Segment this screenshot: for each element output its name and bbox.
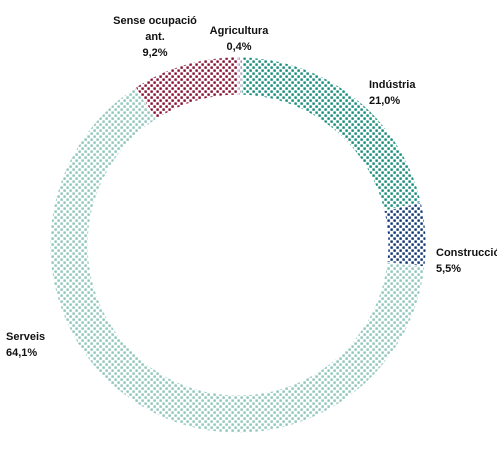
slice-construccio (383, 201, 427, 268)
value-agricultura: 0,4% (226, 41, 251, 53)
value-serveis: 64,1% (6, 347, 37, 359)
slice-sense-ocupacio-ant (134, 56, 239, 120)
label-sense-ocupacio-ant-line-2: ant. (145, 31, 165, 43)
value-construccio: 5,5% (436, 263, 461, 275)
value-sense-ocupacio-ant: 9,2% (142, 47, 167, 59)
label-agricultura: Agricultura (210, 25, 270, 37)
value-industria: 21,0% (369, 95, 400, 107)
slice-labels: Agricultura 0,4% Indústria 21,0% Construcció… (6, 15, 497, 359)
label-sense-ocupacio-ant-line-1: Sense ocupació (113, 15, 197, 27)
slice-serveis (49, 86, 426, 434)
label-construccio: Construcció (436, 247, 497, 259)
label-industria: Indústria (369, 79, 416, 91)
donut-slices (49, 56, 427, 434)
label-serveis: Serveis (6, 331, 45, 343)
